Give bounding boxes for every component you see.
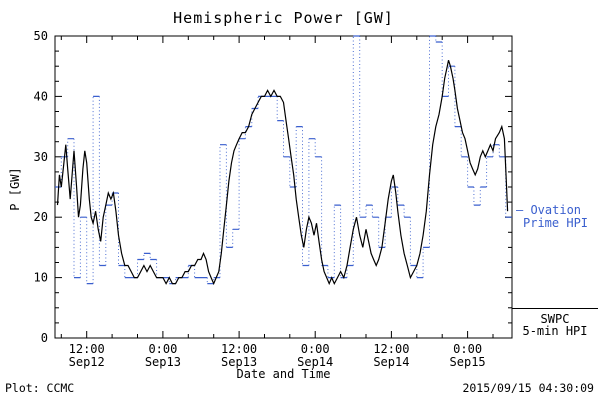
svg-text:0: 0 (41, 331, 48, 345)
svg-text:50: 50 (34, 29, 48, 43)
svg-text:Sep14: Sep14 (373, 355, 409, 369)
legend-ovation-text-line2: Prime HPI (523, 216, 589, 230)
legend-ovation: – Ovation Prime HPI (516, 204, 588, 230)
svg-text:30: 30 (34, 150, 48, 164)
legend-swpc-text-line1: SWPC (540, 312, 570, 326)
plot-timestamp: 2015/09/15 04:30:09 (462, 381, 594, 395)
svg-text:12:00: 12:00 (69, 342, 105, 356)
chart-title: Hemispheric Power [GW] (173, 9, 394, 27)
svg-text:Sep13: Sep13 (221, 355, 257, 369)
svg-text:Sep13: Sep13 (145, 355, 181, 369)
svg-text:0:00: 0:00 (301, 342, 330, 356)
svg-text:Sep12: Sep12 (69, 355, 105, 369)
svg-text:Sep14: Sep14 (297, 355, 333, 369)
svg-text:10: 10 (34, 271, 48, 285)
y-axis-label: P [GW] (8, 167, 22, 211)
swpc-legend-line (512, 308, 598, 309)
svg-text:40: 40 (34, 89, 48, 103)
legend-swpc: SWPC 5-min HPI (512, 308, 598, 337)
plot-credit: Plot: CCMC (5, 381, 75, 395)
svg-text:20: 20 (34, 210, 48, 224)
svg-text:0:00: 0:00 (148, 342, 177, 356)
svg-text:12:00: 12:00 (221, 342, 257, 356)
legend-swpc-text-line2: 5-min HPI (522, 324, 588, 338)
svg-text:0:00: 0:00 (453, 342, 482, 356)
legend-ovation-text-line1: – Ovation (516, 203, 582, 217)
svg-text:12:00: 12:00 (373, 342, 409, 356)
x-axis-label: Date and Time (236, 367, 331, 381)
svg-text:Sep15: Sep15 (450, 355, 486, 369)
